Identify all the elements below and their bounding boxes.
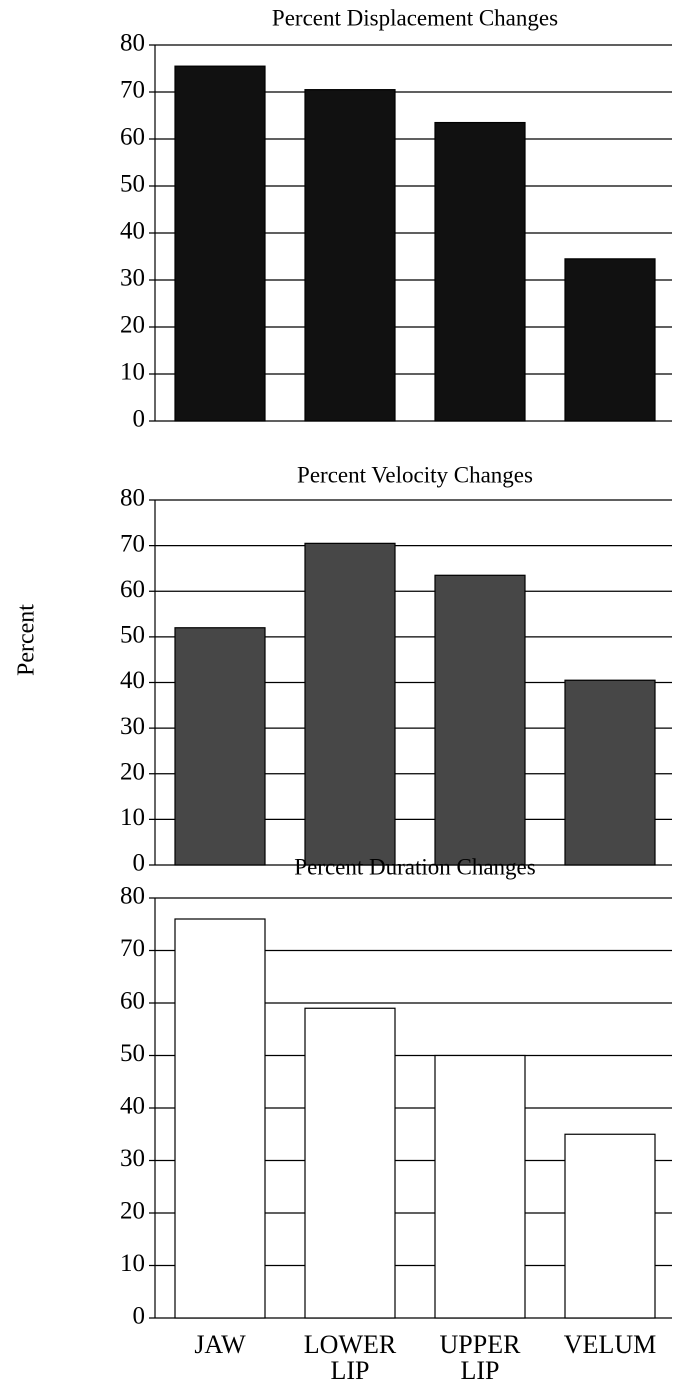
x-tick-label: JAW (194, 1330, 246, 1359)
x-tick-label: VELUM (563, 1330, 657, 1359)
bar (564, 1133, 656, 1319)
y-tick-label: 10 (120, 804, 145, 831)
y-tick-label: 80 (120, 883, 145, 910)
bar (434, 1054, 526, 1319)
y-tick-label: 50 (120, 171, 145, 198)
chart-title: Percent Duration Changes (294, 854, 535, 879)
bar (304, 89, 396, 422)
chart-title: Percent Velocity Changes (297, 462, 533, 487)
bar (564, 679, 656, 866)
y-tick-label: 80 (120, 30, 145, 57)
x-tick-label: LOWER LIP (303, 1330, 397, 1385)
y-tick-label: 10 (120, 359, 145, 386)
y-tick-label: 50 (120, 622, 145, 649)
bar (174, 627, 266, 866)
y-tick-label: 40 (120, 218, 145, 245)
y-tick-label: 0 (133, 850, 146, 877)
bar (564, 258, 656, 422)
y-tick-label: 40 (120, 667, 145, 694)
y-tick-label: 60 (120, 576, 145, 603)
bar (434, 121, 526, 422)
y-tick-label: 0 (133, 1303, 146, 1330)
x-tick-label: UPPER LIP (439, 1330, 521, 1385)
bar (304, 1007, 396, 1319)
y-tick-label: 70 (120, 935, 145, 962)
y-tick-label: 30 (120, 1145, 145, 1172)
y-tick-label: 10 (120, 1250, 145, 1277)
bar (304, 542, 396, 866)
y-tick-label: 50 (120, 1040, 145, 1067)
y-tick-label: 0 (133, 406, 146, 433)
y-tick-label: 60 (120, 988, 145, 1015)
y-tick-label: 30 (120, 265, 145, 292)
bar (174, 65, 266, 422)
y-tick-label: 20 (120, 758, 145, 785)
y-tick-label: 70 (120, 77, 145, 104)
y-tick-label: 30 (120, 713, 145, 740)
y-tick-label: 20 (120, 312, 145, 339)
bar (434, 574, 526, 866)
y-tick-label: 80 (120, 485, 145, 512)
y-tick-label: 60 (120, 124, 145, 151)
y-tick-label: 40 (120, 1093, 145, 1120)
y-tick-label: 20 (120, 1198, 145, 1225)
chart-title: Percent Displacement Changes (272, 5, 558, 30)
bar (174, 918, 266, 1319)
y-axis-label: Percent (14, 604, 40, 676)
y-tick-label: 70 (120, 530, 145, 557)
